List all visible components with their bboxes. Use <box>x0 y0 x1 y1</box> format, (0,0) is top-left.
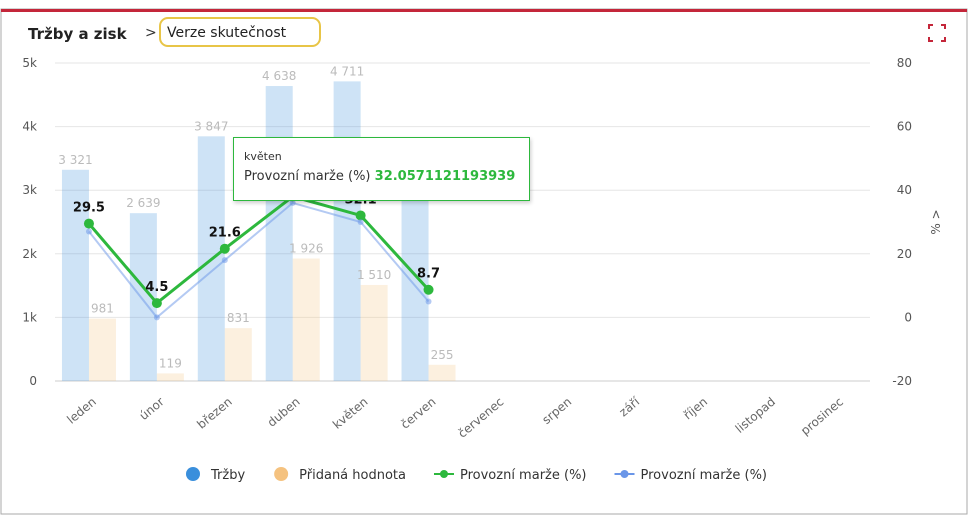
y-tick-label: 1k <box>22 310 37 324</box>
y-tick-label: 4k <box>22 120 37 134</box>
line-point <box>151 298 162 309</box>
y2-axis-label: % > <box>929 209 943 234</box>
highlight <box>159 17 321 47</box>
bar-value-label: 3 321 <box>58 153 92 167</box>
tooltip-category: květen <box>244 150 282 163</box>
line-point <box>289 199 296 206</box>
bar-value-label: 255 <box>431 348 454 362</box>
y-tick-label: 0 <box>29 374 37 388</box>
bar-value-label: 4 638 <box>262 69 296 83</box>
line-point <box>357 219 364 225</box>
legend-marker <box>439 470 448 478</box>
bar <box>224 328 252 381</box>
legend-label: Provozní marže (%) <box>460 468 587 483</box>
line-value-label: 29.5 <box>73 201 105 216</box>
y-tick-label: 3k <box>22 183 37 197</box>
y2-tick-label: 60 <box>897 120 912 134</box>
bar-value-label: 119 <box>159 356 182 370</box>
y2-tick-label: 80 <box>897 56 912 70</box>
line-point <box>221 257 228 264</box>
y2-tick-label: 0 <box>904 310 912 324</box>
frame <box>0 8 968 515</box>
bar-value-label: 831 <box>227 311 250 325</box>
bar-value-label: 1 926 <box>289 242 323 256</box>
line <box>88 201 430 319</box>
y2-tick-label: 20 <box>897 247 912 261</box>
legend-label: Provozní marže (%) <box>641 468 768 483</box>
line-point <box>85 228 92 235</box>
bar <box>88 318 116 381</box>
bar <box>360 284 388 381</box>
legend-marker <box>274 467 289 481</box>
y-tick-label: 5k <box>22 56 37 70</box>
version[interactable]: Verze skutečnost <box>167 25 287 41</box>
bar <box>265 86 293 382</box>
legend-marker <box>620 470 629 478</box>
bar <box>292 258 320 381</box>
tooltip: květen Provozní marže (%) 32.05711211939… <box>233 137 530 201</box>
bar-value-label: 981 <box>91 302 114 316</box>
line-point <box>355 210 366 221</box>
line <box>87 194 430 306</box>
bar-value-label: 4 711 <box>330 64 364 78</box>
y2-tick-label: -20 <box>892 374 912 388</box>
bar <box>61 169 89 381</box>
bar <box>156 373 184 381</box>
line-point <box>153 314 160 321</box>
tooltip-series: Provozní marže (%) <box>244 169 371 184</box>
line-point <box>83 218 94 229</box>
line-value-label: 4.5 <box>145 280 168 295</box>
y-tick-label: 2k <box>22 247 37 261</box>
title: Tržby a zisk <box>28 25 128 43</box>
bar-value-label: 1 510 <box>357 268 391 282</box>
legend-label: Přidaná hodnota <box>299 468 406 483</box>
line-point <box>425 298 432 305</box>
line-point <box>423 284 434 295</box>
top-bar <box>1 9 967 12</box>
bar-value-label: 2 639 <box>126 196 160 210</box>
legend-marker <box>186 467 200 481</box>
line-point <box>219 243 230 254</box>
line-value-label: 8.7 <box>417 267 440 282</box>
line-value-label: 21.6 <box>209 226 241 241</box>
y2-tick-label: 40 <box>897 183 912 197</box>
bar <box>333 81 361 381</box>
tooltip-value: 32.0571121193939 <box>374 169 516 184</box>
bar <box>428 364 456 381</box>
bar-value-label: 3 847 <box>194 119 228 133</box>
legend-label: Tržby <box>210 468 245 483</box>
fullscreen-icon[interactable] <box>928 24 946 42</box>
separator: > <box>145 25 157 41</box>
